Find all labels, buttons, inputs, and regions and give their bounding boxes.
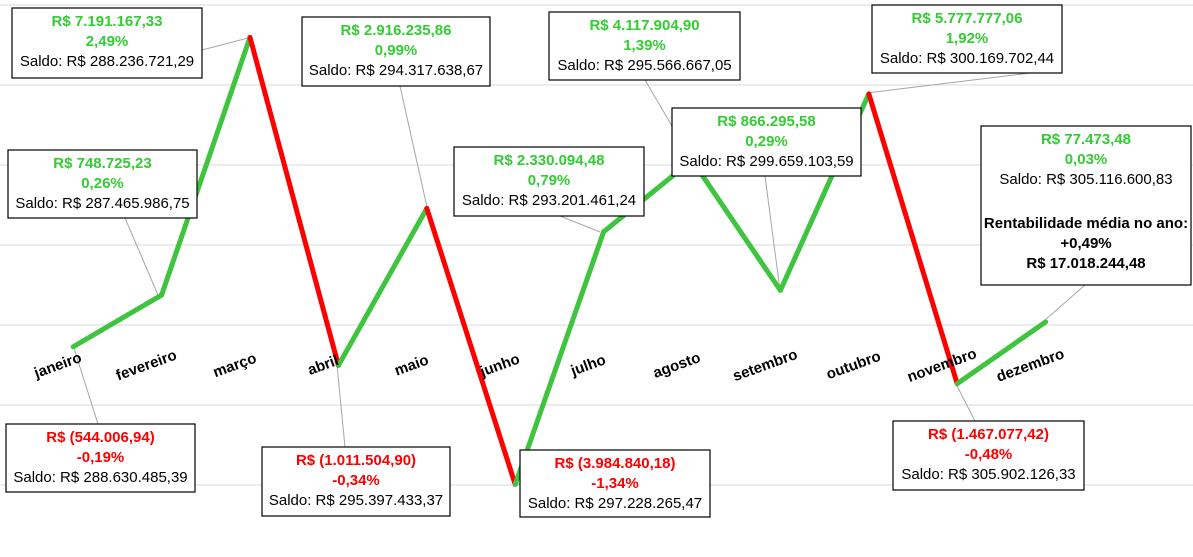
x-tick-label: maio: [392, 352, 431, 380]
balance-label: Saldo: R$ 299.659.103,59: [679, 153, 853, 170]
leader-line: [124, 217, 159, 296]
x-tick-label: abril: [305, 352, 341, 379]
balance-label: Saldo: R$ 297.228.265,47: [528, 495, 702, 512]
x-tick-label: setembro: [731, 346, 800, 385]
x-tick-label: janeiro: [31, 349, 84, 382]
percent-label: 0,26%: [81, 175, 124, 192]
percent-label: -0,34%: [332, 472, 380, 489]
percent-label: 1,92%: [946, 30, 989, 47]
value-label: R$ 866.295,58: [717, 113, 815, 130]
leader-line: [336, 364, 346, 448]
x-tick-label: março: [211, 350, 259, 381]
x-tick-label: junho: [477, 351, 522, 381]
balance-label: Saldo: R$ 295.566.667,05: [557, 57, 731, 74]
percent-label: 1,39%: [623, 37, 666, 54]
value-label: R$ (3.984.840,18): [555, 455, 676, 472]
callout-box: [261, 446, 451, 517]
line-segment: [335, 205, 430, 368]
line-segment: [866, 91, 960, 387]
value-label: R$ 4.117.904,90: [589, 17, 699, 34]
leader-line: [559, 215, 601, 233]
value-label: R$ 2.916.235,86: [341, 22, 452, 39]
callout-box: [11, 7, 203, 79]
value-label: R$ (544.006,94): [46, 429, 154, 446]
percent-label: 0,29%: [745, 133, 788, 150]
callout-box: [671, 107, 862, 177]
x-tick-label: agosto: [651, 349, 703, 382]
leader-line: [866, 72, 1031, 94]
percent-label: 2,49%: [86, 33, 129, 50]
callout-box: [301, 16, 491, 87]
line-segment: [954, 319, 1049, 387]
balance-label: Saldo: R$ 288.236.721,29: [20, 53, 194, 70]
balance-label: Saldo: R$ 300.169.702,44: [880, 50, 1054, 67]
annotation: R$ 17.018.244,48: [1026, 255, 1145, 272]
percent-label: -0,19%: [77, 449, 125, 466]
value-label: R$ (1.467.077,42): [928, 426, 1049, 443]
percent-label: 0,99%: [375, 42, 418, 59]
leader-line: [72, 344, 99, 425]
value-label: R$ 77.473,48: [1041, 131, 1131, 148]
line-segment: [159, 34, 253, 298]
line-segment: [247, 34, 341, 368]
x-tick-label: outubro: [824, 348, 883, 383]
callout-box: [892, 420, 1085, 491]
balance-label: Saldo: R$ 305.902.126,33: [901, 466, 1075, 483]
callout-box: [548, 11, 741, 81]
annotation: +0,49%: [1060, 235, 1111, 252]
value-label: R$ 748.725,23: [53, 155, 151, 172]
line-segment: [424, 205, 518, 487]
balance-label: Saldo: R$ 287.465.986,75: [15, 195, 189, 212]
leader-line: [954, 381, 976, 422]
balance-label: Saldo: R$ 293.201.461,24: [462, 192, 636, 209]
line-segment: [689, 157, 783, 293]
balance-label: Saldo: R$ 288.630.485,39: [13, 469, 187, 486]
value-label: R$ 5.777.777,06: [912, 10, 1023, 27]
percent-label: -1,34%: [591, 475, 639, 492]
annotation: Rentabilidade média no ano:: [984, 215, 1188, 232]
leader-line: [644, 79, 673, 127]
value-label: R$ (1.011.504,90): [296, 452, 416, 469]
callout-box: [519, 449, 711, 518]
leader-line: [399, 85, 428, 208]
callout-box: [5, 423, 196, 493]
line-segment: [512, 229, 607, 487]
percent-label: -0,48%: [965, 446, 1013, 463]
x-tick-label: novembro: [905, 345, 979, 386]
line-segment: [70, 292, 165, 350]
value-label: R$ 7.191.167,33: [52, 13, 163, 30]
balance-label: Saldo: R$ 294.317.638,67: [309, 62, 483, 79]
x-tick-label: julho: [568, 351, 608, 380]
x-tick-label: fevereiro: [114, 347, 179, 385]
callout-box: [980, 125, 1192, 286]
balance-label: Saldo: R$ 305.116.600,83: [999, 171, 1172, 188]
leader-line: [764, 175, 781, 291]
callout-box: [453, 146, 645, 217]
callout-box: [7, 149, 198, 219]
percent-label: 0,79%: [528, 172, 571, 189]
percent-label: 0,03%: [1065, 151, 1108, 168]
leader-line: [1044, 284, 1086, 321]
balance-label: Saldo: R$ 295.397.433,37: [269, 492, 443, 509]
value-label: R$ 2.330.094,48: [494, 152, 605, 169]
leader-line: [201, 37, 249, 51]
callout-box: [871, 4, 1063, 74]
